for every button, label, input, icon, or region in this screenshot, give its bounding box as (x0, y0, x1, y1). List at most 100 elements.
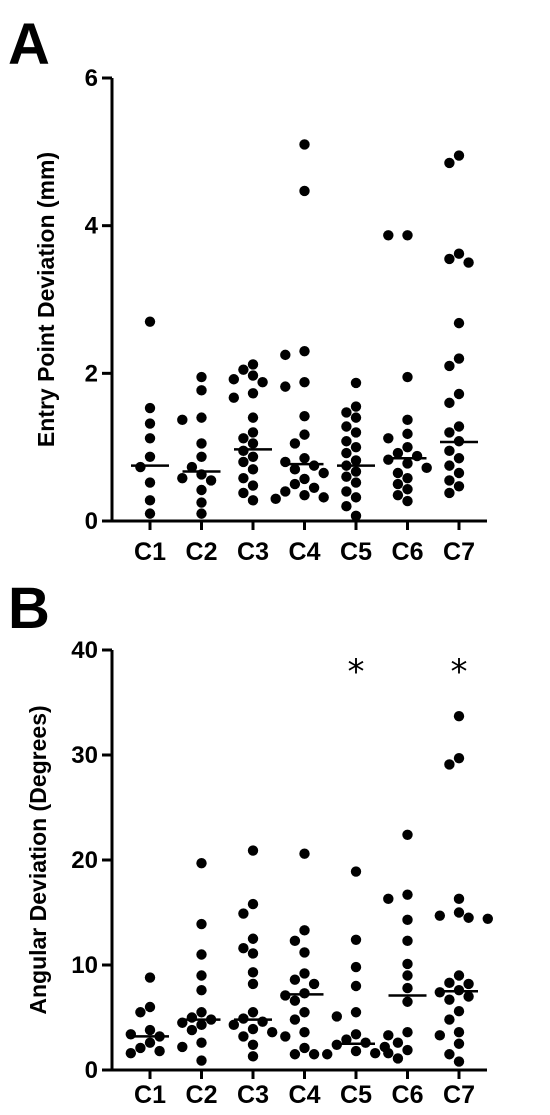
data-point (453, 970, 465, 981)
data-point (144, 402, 156, 414)
data-point (144, 418, 156, 429)
x-tick-label: C2 (186, 1081, 218, 1109)
data-point (308, 978, 320, 990)
data-point (453, 1038, 465, 1049)
data-point (238, 487, 249, 499)
panel-letter: A (8, 12, 50, 77)
y-tick-label: 2 (85, 360, 98, 387)
data-point (247, 464, 259, 475)
data-point (350, 961, 362, 973)
data-point (453, 481, 465, 492)
data-point (135, 1042, 146, 1054)
data-point (247, 978, 259, 990)
data-point (444, 253, 455, 265)
data-point (238, 472, 249, 484)
data-point (299, 139, 310, 150)
data-point (177, 414, 188, 426)
data-point (402, 484, 413, 495)
data-point (392, 1053, 404, 1064)
data-point (247, 845, 259, 856)
data-point (318, 467, 329, 479)
data-point (444, 445, 455, 457)
y-tick-label: 6 (85, 65, 98, 92)
data-point (350, 466, 362, 477)
data-point (350, 934, 362, 945)
data-point (144, 1001, 156, 1013)
data-point (186, 1012, 198, 1023)
data-point (434, 1030, 446, 1041)
data-point (402, 472, 413, 484)
data-point (350, 377, 362, 389)
data-point (299, 345, 310, 357)
panel-letter: B (8, 576, 50, 641)
data-point (289, 478, 301, 490)
data-point (444, 759, 455, 770)
data-point (350, 1029, 362, 1040)
data-point (177, 472, 188, 484)
data-point (402, 371, 413, 383)
data-point (308, 460, 320, 471)
panel-b: B 0 10 20 30 40 Angular Deviation (Degrees) C1 C… (8, 576, 493, 1109)
data-point (228, 374, 240, 385)
data-point (463, 912, 474, 923)
data-point (280, 381, 291, 392)
data-point (402, 428, 413, 440)
data-point (341, 1034, 352, 1045)
data-point (238, 445, 249, 457)
data-point (402, 1044, 413, 1056)
data-point (135, 461, 146, 473)
data-point (299, 429, 310, 440)
data-point (453, 150, 465, 161)
x-tick-label: C1 (134, 538, 166, 566)
data-point (402, 996, 413, 1007)
data-point (177, 1041, 188, 1053)
data-point (144, 316, 156, 327)
x-tick-label: C3 (237, 1081, 269, 1109)
data-point (270, 493, 281, 505)
data-point (299, 1027, 310, 1038)
data-point (350, 1007, 362, 1018)
y-tick-label: 0 (85, 508, 98, 535)
data-point (186, 1024, 198, 1036)
data-point (196, 484, 207, 496)
data-point (434, 910, 446, 921)
data-point (453, 248, 465, 259)
data-point (341, 501, 352, 512)
data-point (402, 958, 413, 970)
data-point (186, 461, 198, 473)
x-tick-label: C4 (289, 538, 321, 566)
data-point (444, 487, 455, 499)
data-point (289, 464, 301, 475)
data-point (444, 1049, 455, 1060)
data-point (247, 495, 259, 506)
data-point (247, 370, 259, 381)
data-point (144, 1037, 156, 1048)
data-point (144, 495, 156, 506)
data-point (125, 1048, 137, 1059)
data-point (196, 508, 207, 519)
data-point (444, 460, 455, 471)
data-point (247, 438, 259, 449)
data-point (196, 451, 207, 462)
data-point (402, 458, 413, 469)
data-point (453, 317, 465, 329)
data-point (402, 495, 413, 507)
panel-a: A 0 2 4 6 Entry Point Deviation (mm) C1 C2 C3 C4 C… (8, 12, 487, 566)
significance-asterisk: * (348, 652, 365, 692)
data-point (299, 453, 310, 464)
data-point (196, 412, 207, 423)
data-point (392, 478, 404, 490)
data-point (434, 987, 446, 998)
data-point (205, 475, 217, 486)
data-point (392, 1037, 404, 1048)
data-point (444, 994, 455, 1005)
data-point (444, 977, 455, 989)
data-point (350, 1045, 362, 1057)
data-point (280, 1031, 291, 1042)
y-tick-label: 40 (71, 637, 98, 664)
data-point (453, 1027, 465, 1038)
data-point (350, 510, 362, 522)
y-tick-label: 0 (85, 1057, 98, 1084)
data-point (196, 1019, 207, 1031)
